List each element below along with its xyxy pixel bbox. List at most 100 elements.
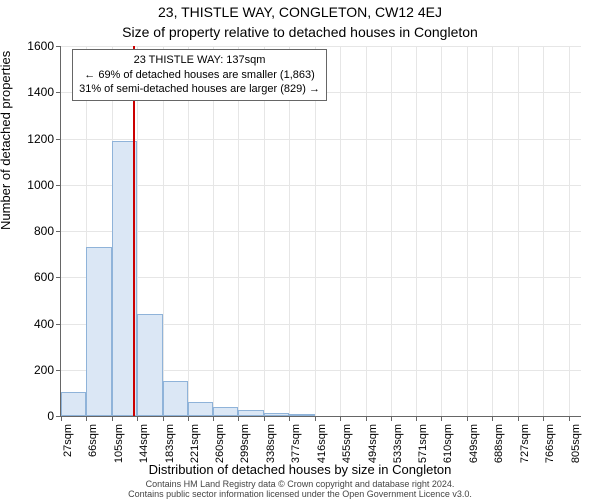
- gridline-v: [238, 46, 239, 416]
- gridline-v: [543, 46, 544, 416]
- gridline-v: [264, 46, 265, 416]
- xtick-label: 27sqm: [62, 424, 74, 484]
- histogram-bar: [238, 410, 263, 416]
- xtick-label: 494sqm: [367, 424, 379, 484]
- gridline-h: [61, 185, 581, 186]
- xtick-mark: [543, 416, 544, 421]
- gridline-h: [61, 139, 581, 140]
- xtick-mark: [289, 416, 290, 421]
- annotation-line1: 23 THISTLE WAY: 137sqm: [79, 53, 320, 68]
- xtick-mark: [492, 416, 493, 421]
- xtick-mark: [137, 416, 138, 421]
- xtick-mark: [264, 416, 265, 421]
- ytick-mark: [56, 139, 61, 140]
- xtick-label: 533sqm: [392, 424, 404, 484]
- ytick-label: 600: [4, 270, 54, 284]
- xtick-label: 377sqm: [290, 424, 302, 484]
- xtick-mark: [366, 416, 367, 421]
- xtick-label: 183sqm: [164, 424, 176, 484]
- xtick-mark: [163, 416, 164, 421]
- xtick-mark: [416, 416, 417, 421]
- xtick-label: 221sqm: [189, 424, 201, 484]
- gridline-v: [416, 46, 417, 416]
- ytick-label: 800: [4, 224, 54, 238]
- xtick-label: 571sqm: [417, 424, 429, 484]
- gridline-v: [315, 46, 316, 416]
- gridline-v: [289, 46, 290, 416]
- histogram-bar: [86, 247, 111, 416]
- xtick-mark: [86, 416, 87, 421]
- ytick-mark: [56, 370, 61, 371]
- xtick-label: 299sqm: [239, 424, 251, 484]
- gridline-h: [61, 231, 581, 232]
- gridline-v: [467, 46, 468, 416]
- xtick-label: 260sqm: [214, 424, 226, 484]
- xtick-mark: [467, 416, 468, 421]
- annotation-line2: ← 69% of detached houses are smaller (1,…: [79, 68, 320, 83]
- xtick-mark: [213, 416, 214, 421]
- ytick-label: 400: [4, 317, 54, 331]
- xtick-label: 649sqm: [468, 424, 480, 484]
- xtick-label: 416sqm: [316, 424, 328, 484]
- ytick-label: 1600: [4, 39, 54, 53]
- histogram-bar: [61, 392, 86, 416]
- ytick-label: 1400: [4, 85, 54, 99]
- ytick-mark: [56, 324, 61, 325]
- xtick-mark: [441, 416, 442, 421]
- chart-container: 23, THISTLE WAY, CONGLETON, CW12 4EJ Siz…: [0, 0, 600, 500]
- gridline-v: [391, 46, 392, 416]
- gridline-h: [61, 277, 581, 278]
- xtick-mark: [569, 416, 570, 421]
- ytick-label: 1000: [4, 178, 54, 192]
- gridline-v: [569, 46, 570, 416]
- xtick-label: 727sqm: [519, 424, 531, 484]
- histogram-bar: [289, 414, 314, 416]
- gridline-v: [213, 46, 214, 416]
- ytick-mark: [56, 185, 61, 186]
- histogram-bar: [163, 381, 188, 416]
- ytick-mark: [56, 46, 61, 47]
- xtick-label: 338sqm: [265, 424, 277, 484]
- xtick-mark: [518, 416, 519, 421]
- xtick-label: 144sqm: [138, 424, 150, 484]
- xtick-label: 455sqm: [341, 424, 353, 484]
- xtick-mark: [340, 416, 341, 421]
- xtick-mark: [238, 416, 239, 421]
- xtick-label: 66sqm: [87, 424, 99, 484]
- xtick-mark: [61, 416, 62, 421]
- annotation-line3: 31% of semi-detached houses are larger (…: [79, 82, 320, 97]
- gridline-v: [492, 46, 493, 416]
- xtick-mark: [315, 416, 316, 421]
- histogram-bar: [264, 413, 289, 416]
- gridline-v: [366, 46, 367, 416]
- ytick-mark: [56, 92, 61, 93]
- ytick-label: 200: [4, 363, 54, 377]
- xtick-label: 688sqm: [493, 424, 505, 484]
- chart-title-line2: Size of property relative to detached ho…: [0, 24, 600, 40]
- annotation-box: 23 THISTLE WAY: 137sqm← 69% of detached …: [72, 49, 327, 102]
- xtick-mark: [188, 416, 189, 421]
- gridline-v: [518, 46, 519, 416]
- ytick-mark: [56, 277, 61, 278]
- ytick-mark: [56, 231, 61, 232]
- gridline-h: [61, 46, 581, 47]
- xtick-label: 805sqm: [570, 424, 582, 484]
- gridline-v: [163, 46, 164, 416]
- histogram-bar: [188, 402, 213, 416]
- xtick-mark: [391, 416, 392, 421]
- xtick-mark: [112, 416, 113, 421]
- ytick-label: 1200: [4, 132, 54, 146]
- histogram-bar: [137, 314, 162, 416]
- ytick-label: 0: [4, 409, 54, 423]
- xtick-label: 610sqm: [442, 424, 454, 484]
- xtick-label: 766sqm: [544, 424, 556, 484]
- gridline-v: [441, 46, 442, 416]
- footer-line2: Contains public sector information licen…: [128, 489, 472, 499]
- histogram-bar: [213, 407, 238, 416]
- xtick-label: 105sqm: [113, 424, 125, 484]
- gridline-v: [340, 46, 341, 416]
- gridline-v: [188, 46, 189, 416]
- plot-area: 23 THISTLE WAY: 137sqm← 69% of detached …: [60, 46, 581, 417]
- chart-title-line1: 23, THISTLE WAY, CONGLETON, CW12 4EJ: [0, 4, 600, 20]
- marker-line: [133, 46, 135, 416]
